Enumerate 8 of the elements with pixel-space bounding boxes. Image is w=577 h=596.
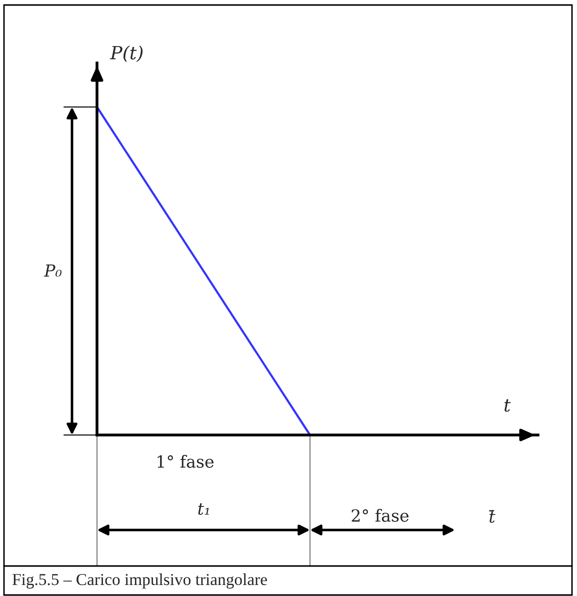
x-axis-title: t <box>504 399 511 412</box>
text: P₀ <box>44 264 62 277</box>
text: t₁ <box>198 503 209 515</box>
text: 1° fase <box>158 454 214 468</box>
y-axis-title: P(t) <box>110 46 143 62</box>
caption: Fig.5.5 – Carico impulsivo triangolare <box>12 573 267 589</box>
text: 2° fase <box>352 508 409 522</box>
text: t̄ <box>489 510 496 523</box>
